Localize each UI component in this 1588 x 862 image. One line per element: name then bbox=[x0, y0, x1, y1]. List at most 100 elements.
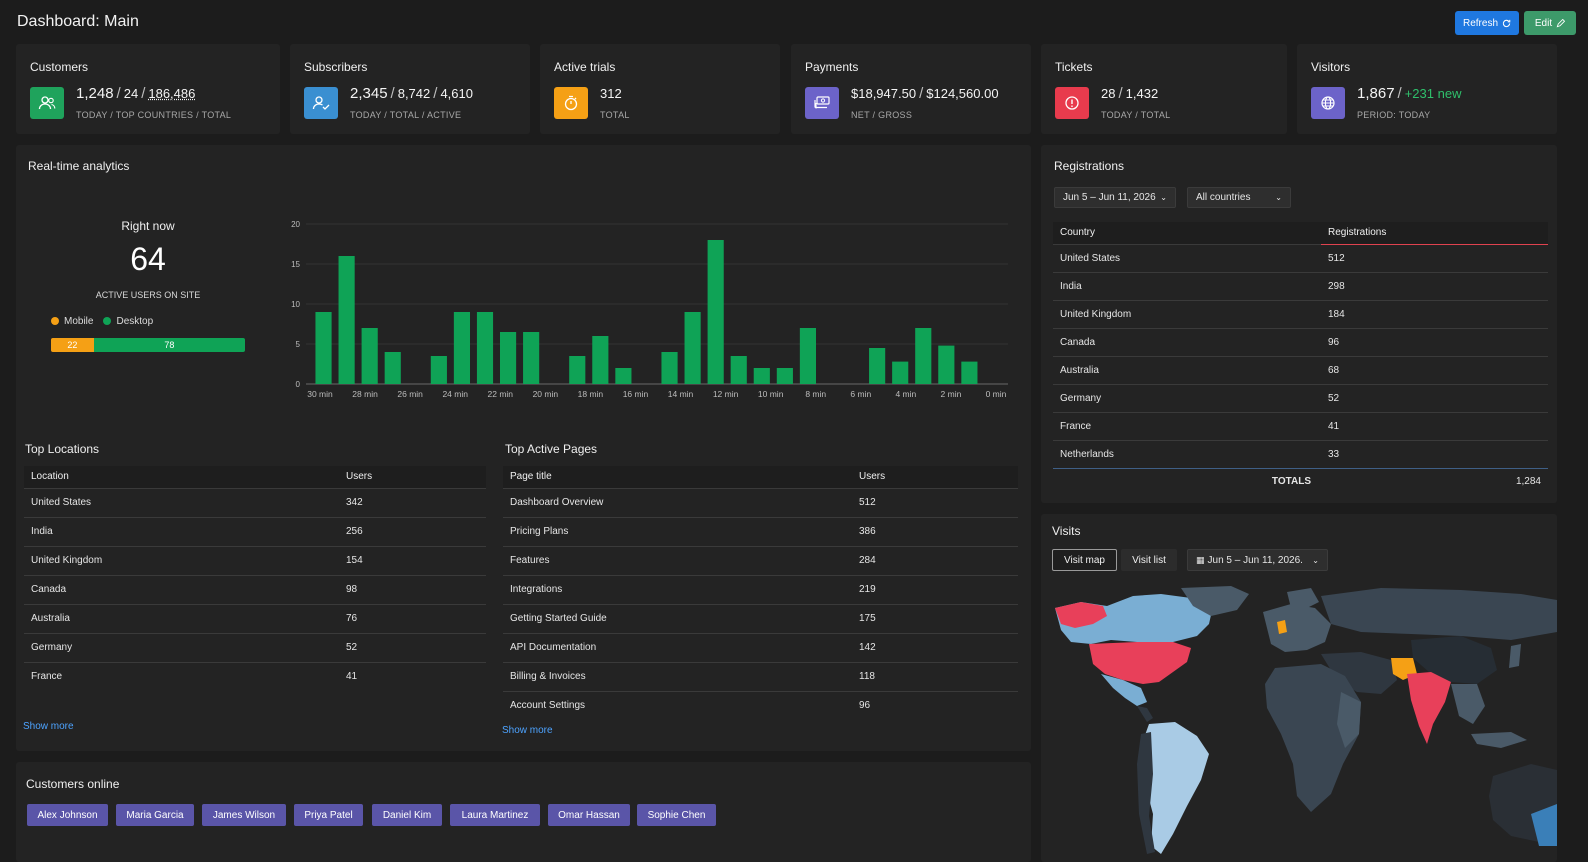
top-pages-table: Page title Users Dashboard Overview 512 Pr… bbox=[503, 466, 1018, 720]
chart-bar[interactable] bbox=[799, 328, 817, 384]
cell-label: Integrations bbox=[503, 574, 852, 604]
col-page-users[interactable]: Users bbox=[852, 466, 1018, 488]
table-row[interactable]: United States 512 bbox=[1053, 243, 1548, 272]
chart-bar[interactable] bbox=[730, 356, 747, 384]
customers-values: 1,248/24/186,486 bbox=[76, 85, 196, 102]
chart-bar[interactable] bbox=[315, 312, 332, 384]
col-registrations[interactable]: Registrations bbox=[1321, 222, 1548, 245]
mobile-segment: 22 bbox=[51, 338, 94, 352]
customer-chip[interactable]: Priya Patel bbox=[294, 804, 363, 826]
chart-bar[interactable] bbox=[684, 312, 701, 384]
table-row[interactable]: Integrations 219 bbox=[503, 574, 1018, 604]
top-locations-table: Location Users United States 342 India 256 U… bbox=[24, 466, 486, 691]
chart-bar[interactable] bbox=[430, 356, 447, 384]
map-alaska bbox=[1055, 602, 1107, 628]
customer-chip[interactable]: Omar Hassan bbox=[548, 804, 630, 826]
world-map[interactable] bbox=[1041, 584, 1557, 862]
chart-bar[interactable] bbox=[476, 312, 494, 384]
cell-label: Dashboard Overview bbox=[503, 487, 852, 517]
registrations-country-filter[interactable]: All countries ⌄ bbox=[1187, 187, 1291, 208]
map-greenland bbox=[1181, 586, 1249, 616]
map-indonesia bbox=[1471, 732, 1527, 748]
chart-bar[interactable] bbox=[338, 256, 355, 384]
customers-top-countries: 24 bbox=[123, 86, 139, 101]
top-pages-show-more[interactable]: Show more bbox=[502, 725, 553, 736]
cell-value: 98 bbox=[339, 574, 486, 604]
chart-bar[interactable] bbox=[707, 240, 724, 384]
table-row[interactable]: Germany 52 bbox=[1053, 383, 1548, 412]
x-tick-label: 12 min bbox=[713, 389, 739, 399]
table-row[interactable]: Australia 68 bbox=[1053, 355, 1548, 384]
realtime-bar-chart: 0 5 10 15 20 30 min 28 min 26 min 24 min 22 min 20… bbox=[291, 220, 1008, 399]
top-locations-show-more[interactable]: Show more bbox=[23, 721, 74, 732]
table-row[interactable]: Pricing Plans 386 bbox=[503, 516, 1018, 546]
visitors-count: 1,867 bbox=[1357, 85, 1395, 102]
refresh-button[interactable]: Refresh bbox=[1455, 11, 1519, 35]
table-row[interactable]: Dashboard Overview 512 bbox=[503, 487, 1018, 517]
chart-bar[interactable] bbox=[892, 361, 909, 384]
col-users[interactable]: Users bbox=[339, 466, 486, 488]
customer-chip[interactable]: Maria Garcia bbox=[116, 804, 194, 826]
chart-bar[interactable] bbox=[661, 352, 678, 384]
top-locations-title: Top Locations bbox=[25, 442, 100, 456]
col-location[interactable]: Location bbox=[24, 466, 339, 488]
chart-bar[interactable] bbox=[869, 348, 886, 384]
col-country[interactable]: Country bbox=[1053, 222, 1321, 244]
trials-total: 312 bbox=[600, 86, 622, 101]
table-row[interactable]: United States 342 bbox=[24, 487, 486, 517]
chart-bar[interactable] bbox=[915, 328, 932, 384]
cell-value: 298 bbox=[1321, 271, 1548, 300]
chart-bar[interactable] bbox=[499, 332, 517, 384]
table-row[interactable]: France 41 bbox=[24, 661, 486, 691]
table-row[interactable]: Getting Started Guide 175 bbox=[503, 603, 1018, 633]
cell-label: API Documentation bbox=[503, 632, 852, 662]
table-row[interactable]: API Documentation 142 bbox=[503, 632, 1018, 662]
table-row[interactable]: India 256 bbox=[24, 516, 486, 546]
tickets-title: Tickets bbox=[1055, 60, 1093, 74]
customer-chip[interactable]: Alex Johnson bbox=[27, 804, 108, 826]
table-row[interactable]: Netherlands 33 bbox=[1053, 439, 1548, 468]
chart-bar[interactable] bbox=[753, 368, 770, 384]
registrations-date-filter[interactable]: Jun 5 – Jun 11, 2026 ⌄ bbox=[1054, 187, 1176, 208]
visits-date-filter[interactable]: ▦ Jun 5 – Jun 11, 2026. ⌄ bbox=[1187, 549, 1328, 571]
cell-label: Germany bbox=[24, 632, 339, 662]
table-row[interactable]: Canada 96 bbox=[1053, 327, 1548, 356]
chart-bar[interactable] bbox=[361, 328, 378, 384]
table-row[interactable]: France 41 bbox=[1053, 411, 1548, 440]
table-row[interactable]: Australia 76 bbox=[24, 603, 486, 633]
chart-bar[interactable] bbox=[384, 352, 401, 384]
chevron-down-icon: ⌄ bbox=[1160, 193, 1167, 202]
table-row[interactable]: India 298 bbox=[1053, 271, 1548, 300]
chart-bar[interactable] bbox=[453, 312, 471, 384]
cell-label: United Kingdom bbox=[1053, 299, 1321, 328]
cell-label: Pricing Plans bbox=[503, 516, 852, 546]
table-row[interactable]: Germany 52 bbox=[24, 632, 486, 662]
right-now-label: Right now bbox=[121, 219, 175, 233]
active-users-count: 64 bbox=[130, 241, 166, 277]
chart-bar[interactable] bbox=[523, 332, 540, 384]
chart-bar[interactable] bbox=[776, 368, 793, 384]
cell-value: 33 bbox=[1321, 439, 1548, 468]
col-page-title[interactable]: Page title bbox=[503, 466, 852, 488]
chart-bar[interactable] bbox=[615, 368, 632, 384]
table-row[interactable]: United Kingdom 154 bbox=[24, 545, 486, 575]
edit-button[interactable]: Edit bbox=[1524, 11, 1576, 35]
customer-chip[interactable]: Sophie Chen bbox=[637, 804, 716, 826]
chart-bar[interactable] bbox=[569, 356, 586, 384]
tab-visit-list[interactable]: Visit list bbox=[1121, 549, 1177, 571]
customer-chip[interactable]: Laura Martinez bbox=[450, 804, 540, 826]
chart-bar[interactable] bbox=[592, 336, 609, 384]
legend-mobile-label: Mobile bbox=[64, 316, 94, 327]
table-row[interactable]: Canada 98 bbox=[24, 574, 486, 604]
table-row[interactable]: Billing & Invoices 118 bbox=[503, 661, 1018, 691]
table-row[interactable]: United Kingdom 184 bbox=[1053, 299, 1548, 328]
table-row[interactable]: Account Settings 96 bbox=[503, 690, 1018, 720]
table-row[interactable]: Features 284 bbox=[503, 545, 1018, 575]
tab-visit-map[interactable]: Visit map bbox=[1052, 549, 1117, 571]
x-tick-label: 20 min bbox=[533, 389, 559, 399]
customers-total[interactable]: 186,486 bbox=[148, 86, 196, 101]
chart-bar[interactable] bbox=[938, 345, 955, 384]
chart-bar[interactable] bbox=[961, 361, 978, 384]
customer-chip[interactable]: Daniel Kim bbox=[372, 804, 442, 826]
customer-chip[interactable]: James Wilson bbox=[202, 804, 286, 826]
